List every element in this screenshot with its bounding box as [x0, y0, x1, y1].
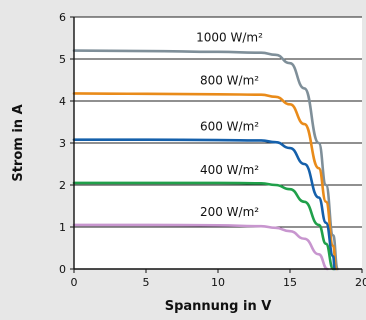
x-tick-label-1: 5: [143, 276, 150, 289]
series-label-0: 1000 W/m²: [196, 31, 263, 45]
x-tick-labels: 0 5 10 15 20: [71, 276, 366, 289]
y-tick-label-5: 5: [59, 53, 66, 66]
series-line-4: [72, 223, 329, 271]
series-curves: [72, 49, 339, 271]
series-label-3: 400 W/m²: [200, 163, 259, 177]
series-line-0: [72, 49, 339, 271]
y-tick-label-3: 3: [59, 137, 66, 150]
y-tick-label-2: 2: [59, 179, 66, 192]
y-tick-label-4: 4: [59, 95, 66, 108]
y-tick-label-1: 1: [59, 221, 66, 234]
x-tick-label-4: 20: [355, 276, 366, 289]
series-label-1: 800 W/m²: [200, 73, 259, 87]
x-tick-label-2: 10: [211, 276, 225, 289]
x-axis-title: Spannung in V: [165, 299, 272, 314]
y-tick-label-6: 6: [59, 11, 66, 24]
y-tick-labels: 0 1 2 3 4 5 6: [59, 11, 66, 276]
series-labels: 1000 W/m² 800 W/m² 600 W/m² 400 W/m² 200 W/m…: [196, 31, 263, 219]
y-axis-title: Strom in A: [11, 104, 26, 181]
x-tick-label-0: 0: [71, 276, 78, 289]
series-line-3: [72, 181, 335, 271]
series-label-2: 600 W/m²: [200, 120, 259, 134]
axes: [70, 16, 363, 273]
x-tick-label-3: 15: [283, 276, 297, 289]
y-tick-label-0: 0: [59, 263, 66, 276]
series-label-4: 200 W/m²: [200, 205, 259, 219]
series-line-1: [72, 92, 338, 271]
series-line-2: [72, 138, 336, 271]
grid-lines: [74, 16, 362, 228]
